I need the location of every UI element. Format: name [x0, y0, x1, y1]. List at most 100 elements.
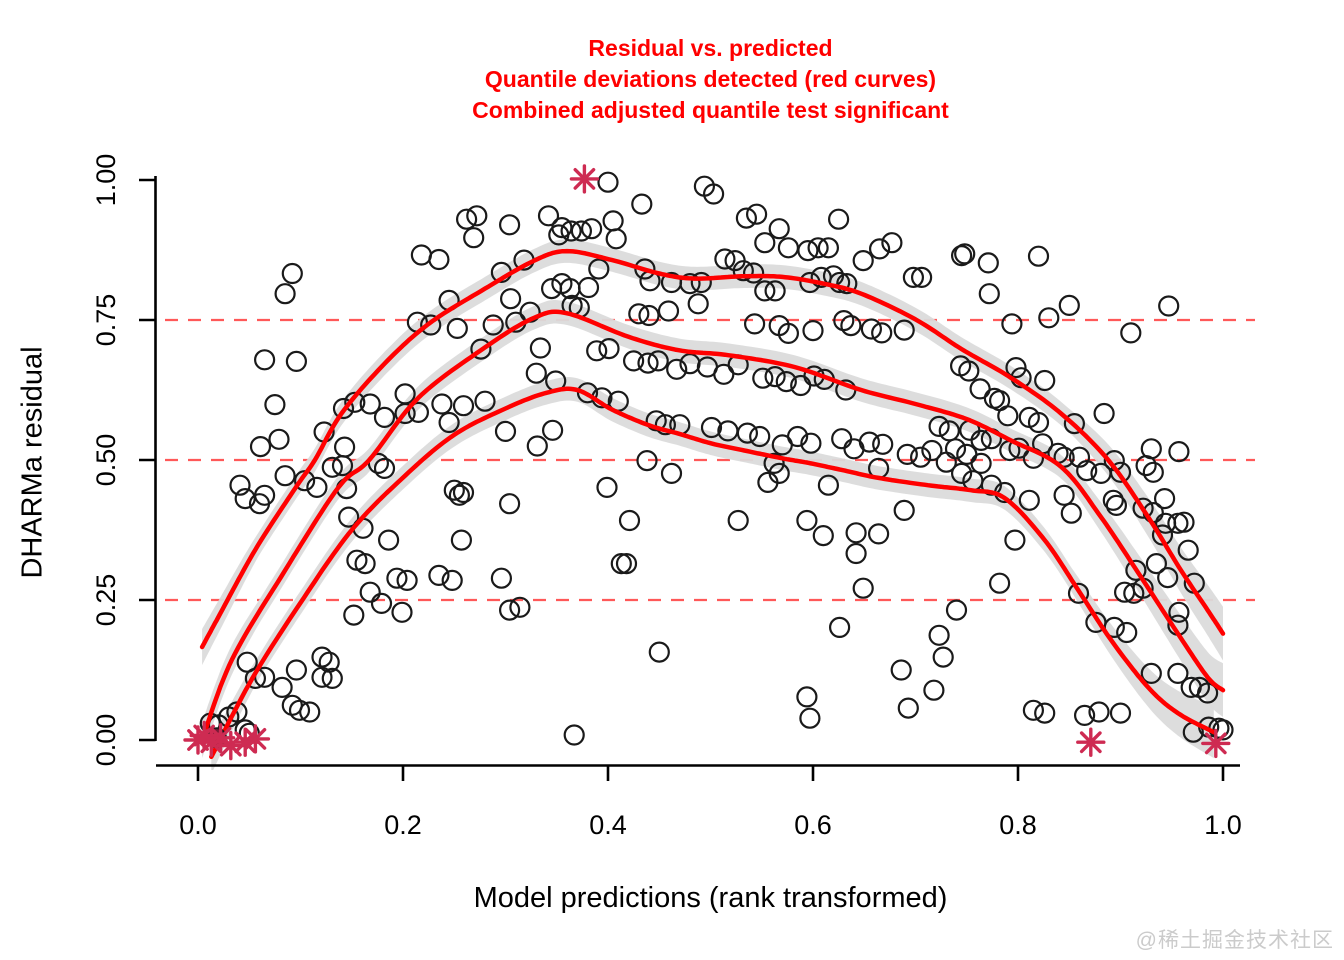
scatter-point	[754, 232, 776, 254]
scatter-point	[598, 338, 620, 360]
scatter-point	[956, 443, 978, 465]
scatter-point	[881, 232, 903, 254]
scatter-point	[679, 273, 701, 295]
scatter-point	[1151, 524, 1174, 546]
scatter-point	[249, 436, 272, 458]
y-axis: 0.00 0.25 0.50 0.75 1.00	[91, 154, 157, 766]
scatter-point	[1027, 245, 1050, 267]
scatter-point	[529, 337, 552, 359]
scatter-point	[306, 476, 328, 498]
scatter-point	[970, 429, 992, 451]
scatter-point	[359, 581, 381, 603]
scatter-point	[321, 456, 343, 478]
scatter-point	[1125, 559, 1147, 581]
scatter-point	[631, 193, 653, 215]
scatter-point	[1068, 446, 1091, 468]
scatter-point	[373, 406, 396, 428]
scatter-point	[537, 205, 560, 227]
plot-title-line-1: Residual vs. predicted	[588, 35, 833, 61]
scatter-point	[687, 293, 709, 315]
scatter-point	[602, 210, 624, 232]
scatter-point	[1105, 494, 1128, 516]
scatter-point	[893, 499, 915, 521]
scatter-point	[969, 378, 991, 400]
scatter-point	[410, 244, 432, 266]
scatter-point	[944, 438, 967, 460]
scatter-point	[743, 313, 766, 335]
scatter-point	[636, 450, 658, 472]
scatter-point	[831, 428, 853, 450]
scatter-point	[1073, 704, 1096, 727]
scatter-point	[1076, 460, 1098, 482]
outlier-asterisk	[569, 164, 600, 194]
asterisk-spoke	[244, 728, 267, 750]
scatter-point	[647, 350, 669, 372]
scatter-point	[950, 245, 973, 267]
scatter-point	[1157, 566, 1179, 589]
scatter-point	[474, 390, 496, 412]
scatter-point	[628, 303, 650, 325]
scatter-point	[910, 266, 933, 288]
scatter-point	[370, 592, 393, 615]
scatter-point	[980, 474, 1003, 496]
scatter-point	[622, 350, 645, 372]
scatter-point	[452, 481, 475, 504]
scatter-point	[1005, 357, 1027, 379]
scatter-point	[970, 452, 992, 474]
scatter-point	[448, 484, 470, 506]
scatter-point	[354, 552, 376, 575]
scatter-point	[871, 322, 893, 344]
scatter-point	[1168, 441, 1190, 463]
scatter-point	[777, 237, 800, 259]
y-tick-label: 1.00	[91, 154, 121, 207]
scatter-point	[764, 280, 786, 302]
scatter-point	[660, 462, 683, 484]
scatter-point	[1102, 489, 1124, 511]
scatter-point	[1001, 313, 1023, 335]
scatter-point	[897, 697, 919, 719]
scatter-point	[890, 659, 912, 681]
scatter-point	[274, 465, 296, 487]
scatter-point	[666, 358, 688, 380]
scatter-point	[796, 509, 818, 532]
quantile-curves	[199, 248, 1226, 760]
scatter-point	[828, 616, 851, 639]
scatter-point	[958, 360, 980, 382]
scatter-point	[928, 624, 950, 646]
scatter-point	[446, 317, 468, 339]
outlier-asterisk	[240, 724, 271, 754]
scatter-point	[576, 382, 599, 404]
scatter-point	[428, 248, 450, 271]
scatter-point	[463, 227, 485, 249]
scatter-point	[909, 446, 932, 468]
scatter-point	[950, 462, 973, 484]
scatter-point	[749, 425, 771, 448]
scatter-point	[577, 276, 600, 299]
y-tick-label: 0.25	[91, 574, 121, 627]
scatter-point	[896, 443, 918, 465]
scatter-point	[800, 432, 822, 454]
scatter-point	[482, 314, 504, 336]
scatter-point	[796, 686, 818, 708]
scatter-point	[420, 314, 442, 336]
scatter-point	[490, 567, 512, 589]
curve-quantile-0.75	[199, 248, 1226, 650]
asterisk-spoke	[1204, 732, 1227, 755]
scatter-point	[1116, 621, 1138, 644]
scatter-point	[1004, 529, 1026, 551]
scatter-point	[428, 564, 450, 587]
scatter-point	[799, 707, 821, 729]
scatter-point	[752, 367, 774, 389]
scatter-point	[978, 283, 1000, 305]
x-tick-label: 0.6	[794, 810, 832, 840]
scatter-point	[318, 651, 340, 673]
scatter-point	[610, 552, 632, 575]
scatter-point	[1093, 402, 1115, 425]
outlier-asterisk	[1201, 728, 1231, 759]
x-tick-label: 0.4	[589, 810, 627, 840]
scatter-point	[812, 524, 834, 547]
scatter-point	[768, 462, 790, 484]
scatter-point	[1018, 489, 1040, 511]
scatter-point	[254, 484, 276, 506]
scatter-point	[1060, 502, 1082, 524]
